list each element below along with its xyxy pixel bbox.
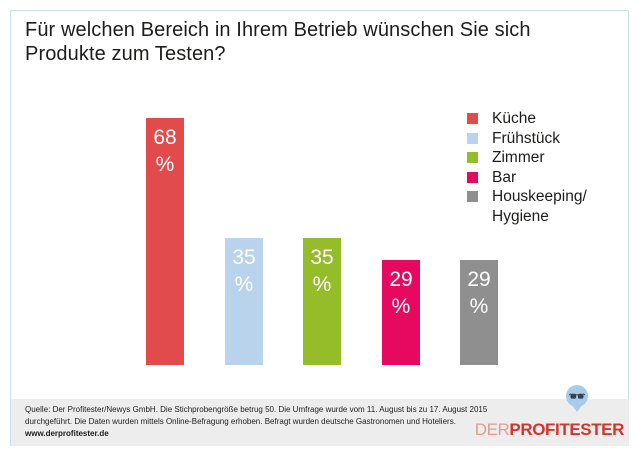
bar-value-label: 35 % <box>225 238 263 298</box>
bar-unit: % <box>155 153 175 176</box>
legend-item-zimmer: Zimmer <box>467 148 587 168</box>
bar-value-label: 29 % <box>460 260 498 320</box>
bar-value-label: 29 % <box>382 260 420 320</box>
legend-swatch-icon <box>467 191 478 202</box>
legend-label: Houskeeping/ Hygiene <box>492 188 587 225</box>
legend-swatch-icon <box>467 113 478 124</box>
glasses-icon <box>569 392 585 399</box>
legend-swatch-icon <box>467 132 478 144</box>
legend-item-houskeeping: Houskeeping/ Hygiene <box>467 187 587 226</box>
legend-swatch-icon <box>467 152 478 163</box>
bar-value: 35 <box>232 246 256 269</box>
logo-bubble <box>566 385 588 412</box>
bar-value-label: 35 % <box>303 238 341 298</box>
logo-prefix: DER <box>474 420 510 439</box>
source-url: www.derprofitester.de <box>25 429 109 438</box>
bar-houskeeping: 29 % <box>460 260 498 365</box>
bar-value: 68 <box>153 126 177 149</box>
chart-title: Für welchen Bereich in Ihrem Betrieb wün… <box>25 19 531 65</box>
legend-label: Küche <box>492 110 536 127</box>
legend-item-fruehstueck: Frühstück <box>467 129 587 149</box>
bar-chart: 68 % 35 % 35 % 29 % 29 % <box>146 118 498 365</box>
legend-swatch-icon <box>467 171 478 183</box>
legend: Küche Frühstück Zimmer Bar Houskeeping/ … <box>467 109 587 226</box>
legend-item-kueche: Küche <box>467 109 587 129</box>
legend-label: Bar <box>492 168 517 186</box>
bar-fruehstueck: 35 % <box>225 238 263 365</box>
bar-unit: % <box>234 273 254 296</box>
logo-main: PROFITESTER <box>509 420 624 439</box>
bar-kueche: 68 % <box>146 118 184 365</box>
legend-label: Zimmer <box>492 149 545 166</box>
bar-value: 35 <box>310 246 334 269</box>
bar-unit: % <box>469 295 489 318</box>
footer: Quelle: Der Profitester/Newys GmbH. Die … <box>11 399 629 446</box>
legend-item-bar: Bar <box>467 168 587 188</box>
bar-unit: % <box>312 273 332 296</box>
bar-zimmer: 35 % <box>303 238 341 365</box>
logo: DERPROFITESTER <box>474 420 625 440</box>
bar-unit: % <box>391 295 411 318</box>
bar-bar: 29 % <box>382 260 420 365</box>
source-text: Quelle: Der Profitester/Newys GmbH. Die … <box>25 405 488 426</box>
bar-value: 29 <box>467 268 491 291</box>
legend-label: Frühstück <box>492 129 561 147</box>
bar-value: 29 <box>389 268 413 291</box>
bar-value-label: 68 % <box>146 118 184 178</box>
